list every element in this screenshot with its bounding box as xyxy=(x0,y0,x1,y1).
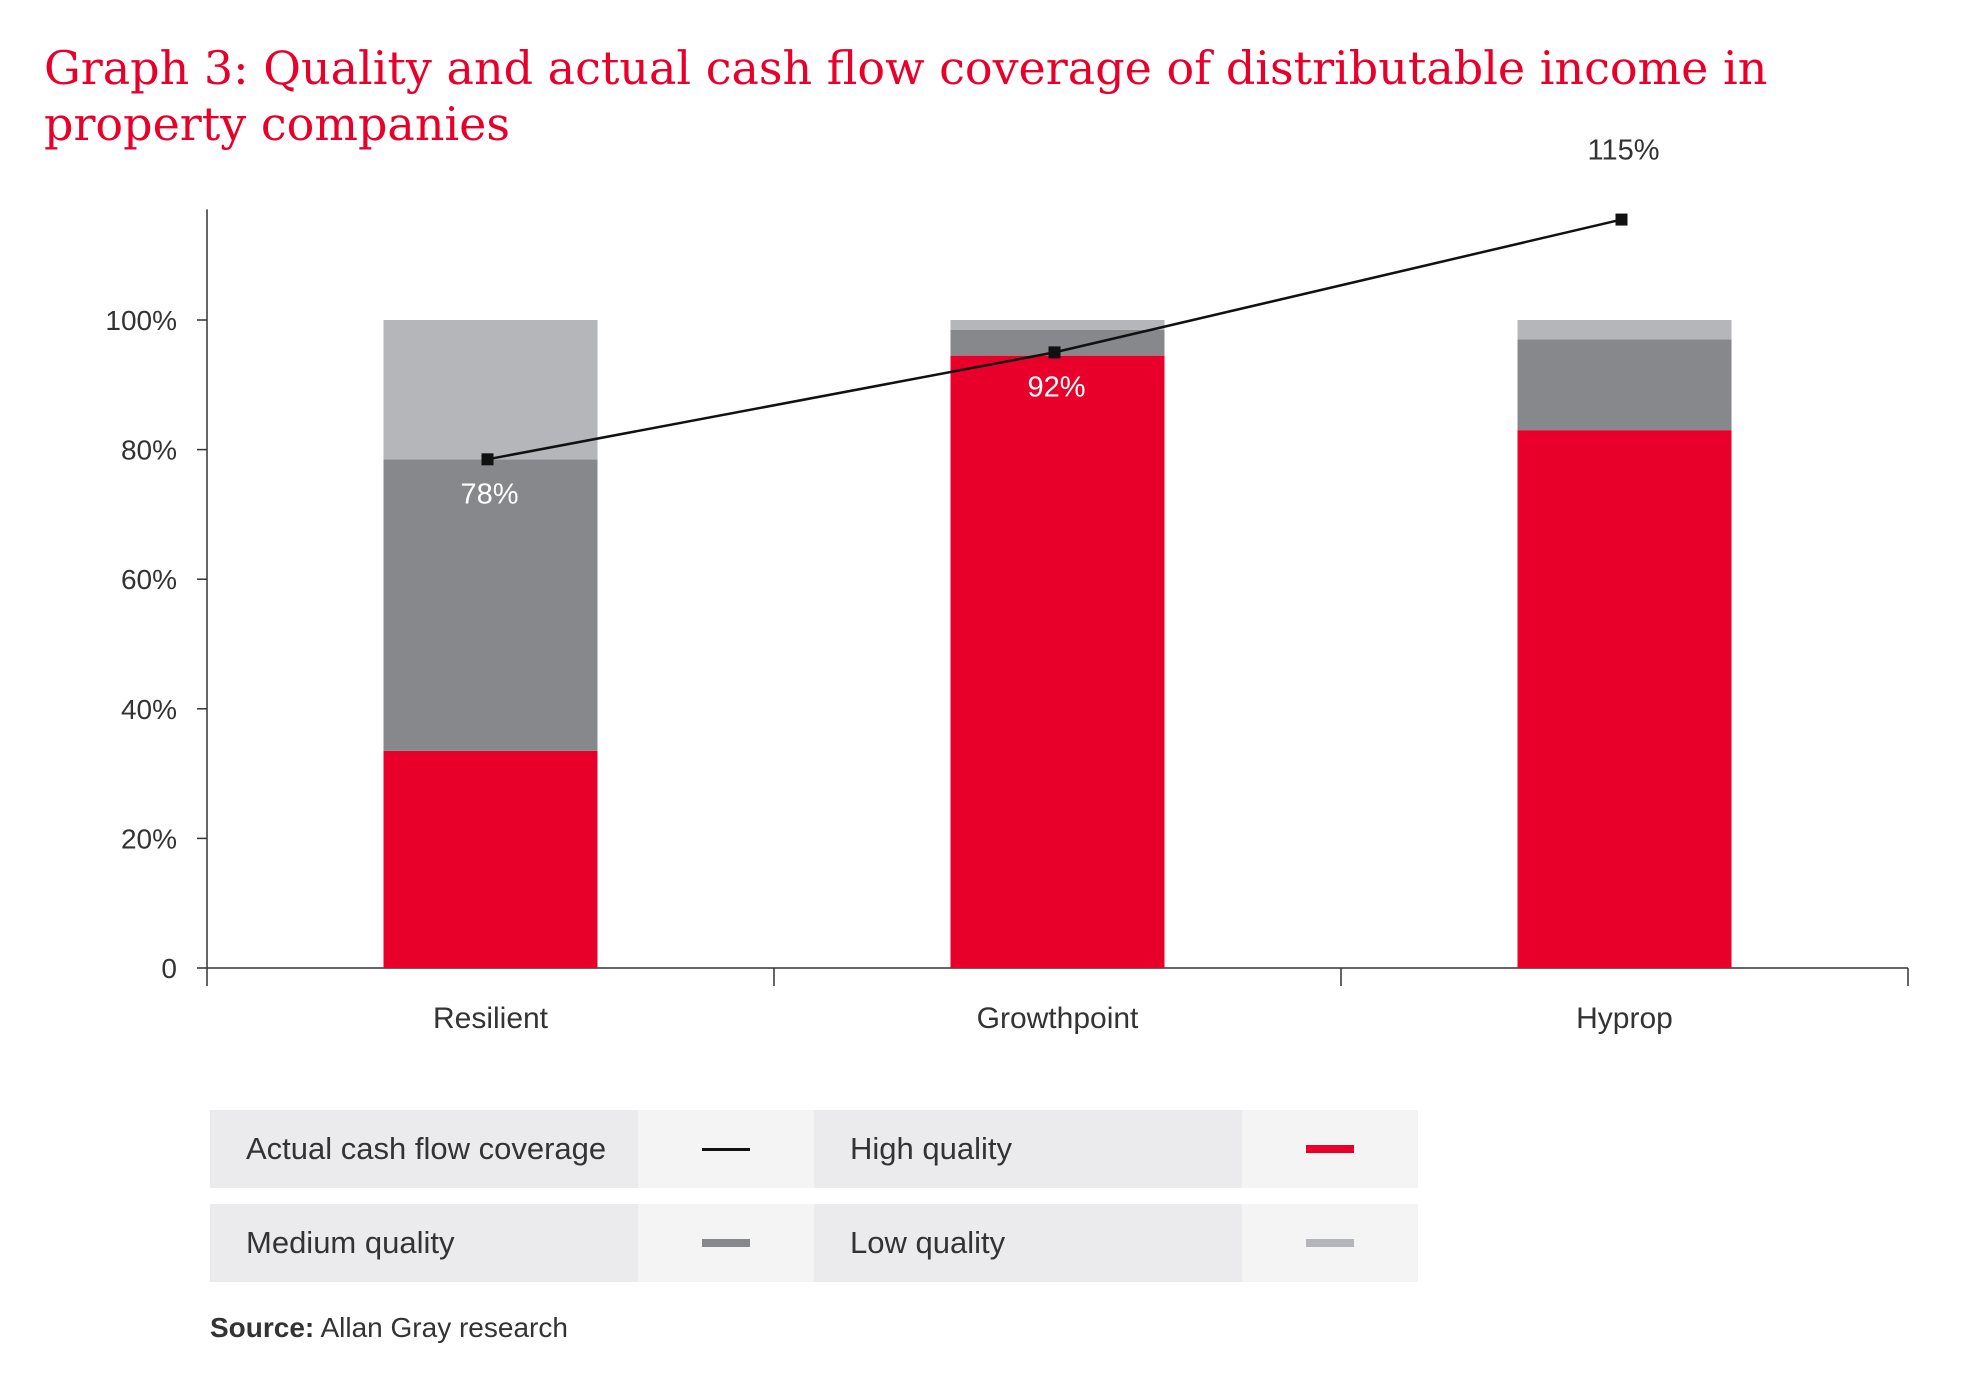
legend-swatch-low xyxy=(1242,1204,1418,1282)
bar-segment-high xyxy=(950,355,1165,968)
y-tick-label: 60% xyxy=(121,564,177,595)
legend-label-high: High quality xyxy=(814,1110,1242,1188)
legend-row: Actual cash flow coverage High quality xyxy=(210,1110,1418,1188)
legend-label-low: Low quality xyxy=(814,1204,1242,1282)
cash-flow-marker xyxy=(481,453,494,466)
data-label: 92% xyxy=(1027,371,1085,403)
y-tick-label: 40% xyxy=(121,694,177,725)
category-label: Growthpoint xyxy=(977,1002,1139,1035)
data-label: 115% xyxy=(1587,135,1659,167)
bar-swatch-icon xyxy=(702,1239,750,1247)
y-tick-label: 80% xyxy=(121,435,177,466)
legend: Actual cash flow coverage High quality M… xyxy=(210,1110,1418,1298)
legend-swatch-medium xyxy=(638,1204,814,1282)
bar-segment-high xyxy=(383,750,598,968)
bar-segment-high xyxy=(1517,430,1732,968)
data-label: 78% xyxy=(460,478,518,510)
y-tick-label: 100% xyxy=(105,305,177,336)
bar-segment-low xyxy=(1517,320,1732,340)
category-label: Hyprop xyxy=(1576,1002,1673,1035)
bar-segment-medium xyxy=(383,459,598,751)
source-note: Source: Allan Gray research xyxy=(210,1312,568,1344)
source-text: Allan Gray research xyxy=(314,1312,568,1343)
line-swatch-icon xyxy=(702,1147,750,1151)
legend-swatch-high xyxy=(1242,1110,1418,1188)
cash-flow-marker xyxy=(1048,346,1061,359)
chart-title: Graph 3: Quality and actual cash flow co… xyxy=(44,41,1768,151)
legend-label-cash-flow: Actual cash flow coverage xyxy=(210,1110,638,1188)
cash-flow-marker xyxy=(1615,213,1628,226)
legend-swatch-cash-flow xyxy=(638,1110,814,1188)
bar-swatch-icon xyxy=(1306,1239,1354,1247)
legend-row: Medium quality Low quality xyxy=(210,1204,1418,1282)
stacked-bar-chart: 0 20% 40% 60% 80% 100% Resilient Growthpoint Hyp… xyxy=(105,135,1909,1035)
y-tick-label: 20% xyxy=(121,823,177,854)
bar-swatch-icon xyxy=(1306,1145,1354,1153)
y-tick-label: 0 xyxy=(161,953,177,984)
bar-segment-low xyxy=(950,320,1165,330)
category-label: Resilient xyxy=(433,1002,549,1035)
legend-label-medium: Medium quality xyxy=(210,1204,638,1282)
bar-segment-low xyxy=(383,320,598,460)
bar-segment-medium xyxy=(1517,339,1732,431)
source-prefix: Source: xyxy=(210,1312,315,1343)
